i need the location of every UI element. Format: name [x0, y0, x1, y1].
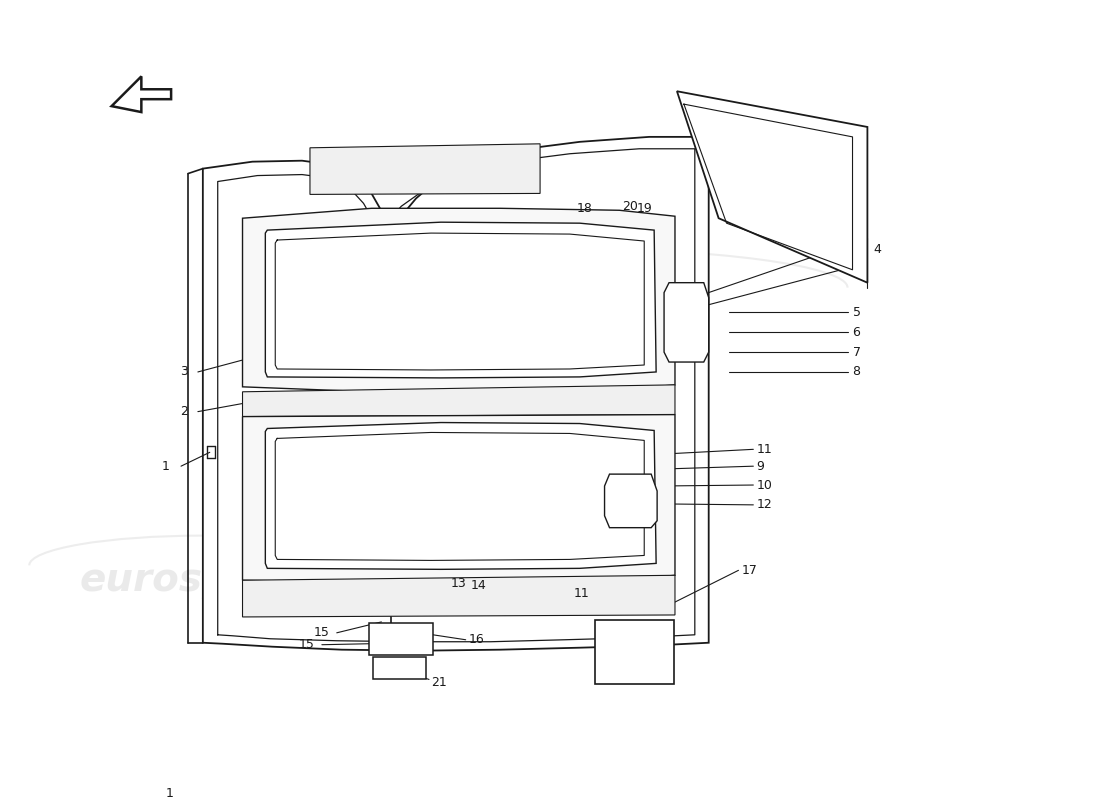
Text: 17: 17 [741, 564, 757, 577]
Circle shape [711, 148, 716, 154]
Circle shape [617, 512, 626, 520]
Text: 8: 8 [852, 366, 860, 378]
Polygon shape [242, 575, 675, 617]
Polygon shape [595, 620, 674, 684]
Text: 4: 4 [873, 243, 881, 257]
Circle shape [673, 346, 679, 352]
Text: 11: 11 [574, 586, 590, 600]
Polygon shape [370, 623, 433, 654]
Circle shape [585, 248, 595, 258]
Text: 13: 13 [451, 577, 466, 590]
Text: 10: 10 [757, 478, 772, 491]
Text: 15: 15 [299, 638, 315, 651]
Text: 7: 7 [852, 346, 860, 358]
Text: 5: 5 [852, 306, 860, 319]
Circle shape [587, 264, 595, 272]
Circle shape [396, 662, 403, 667]
Circle shape [246, 252, 254, 260]
Polygon shape [265, 422, 656, 570]
Circle shape [690, 292, 697, 299]
Text: eurospares: eurospares [409, 286, 691, 329]
Circle shape [410, 662, 416, 667]
Text: 12: 12 [757, 498, 772, 511]
Text: 15: 15 [314, 626, 330, 639]
Text: 9: 9 [757, 460, 764, 473]
Text: 16: 16 [469, 634, 484, 646]
Circle shape [680, 307, 690, 318]
Text: 21: 21 [431, 676, 447, 689]
Circle shape [377, 629, 385, 637]
Circle shape [434, 589, 441, 595]
Text: 3: 3 [180, 366, 188, 378]
Text: 19: 19 [637, 202, 652, 214]
Polygon shape [373, 657, 426, 679]
Polygon shape [202, 137, 708, 650]
Text: eurospares: eurospares [80, 562, 326, 599]
Polygon shape [242, 414, 675, 582]
Circle shape [383, 662, 388, 667]
Text: 20: 20 [623, 200, 638, 213]
Polygon shape [265, 222, 656, 378]
Circle shape [629, 589, 637, 597]
Text: 2: 2 [180, 405, 188, 418]
Circle shape [390, 638, 398, 646]
Text: 1: 1 [162, 460, 169, 473]
Circle shape [424, 600, 430, 606]
Polygon shape [242, 385, 675, 417]
Circle shape [427, 591, 434, 599]
Polygon shape [664, 282, 708, 362]
Polygon shape [310, 144, 540, 194]
Text: 11: 11 [757, 443, 772, 456]
Circle shape [694, 319, 700, 326]
Circle shape [629, 487, 637, 495]
Circle shape [706, 144, 721, 158]
Polygon shape [242, 208, 675, 392]
Circle shape [424, 588, 431, 596]
Circle shape [673, 326, 679, 332]
Text: 1: 1 [166, 787, 174, 800]
Polygon shape [111, 76, 172, 112]
Circle shape [632, 496, 642, 506]
Circle shape [407, 629, 415, 637]
Polygon shape [676, 91, 868, 282]
Circle shape [617, 482, 626, 490]
Polygon shape [605, 474, 657, 528]
Circle shape [603, 267, 608, 273]
Text: 18: 18 [576, 202, 593, 214]
Text: 6: 6 [852, 326, 860, 338]
Circle shape [242, 248, 258, 264]
Circle shape [675, 292, 683, 299]
Circle shape [438, 600, 444, 606]
Text: 14: 14 [471, 578, 486, 592]
Circle shape [601, 249, 608, 257]
